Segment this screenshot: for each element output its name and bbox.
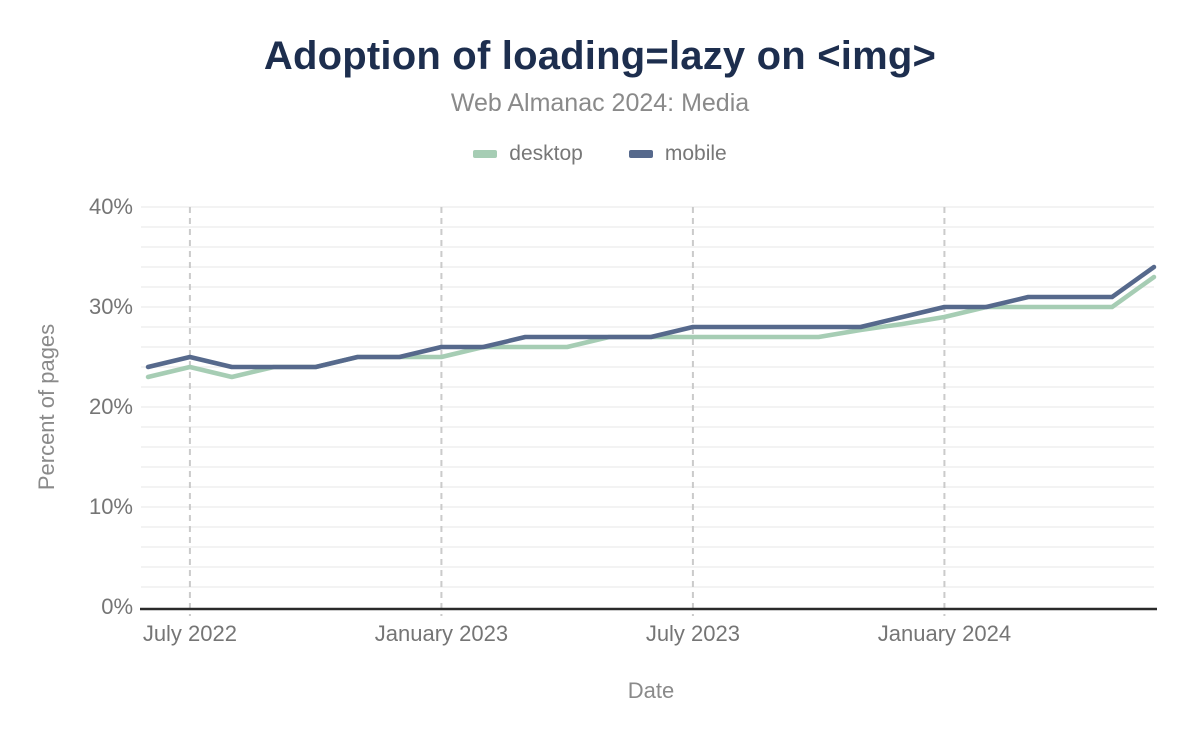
x-tick-label: January 2024 <box>878 621 1011 646</box>
legend-label-mobile: mobile <box>664 142 727 165</box>
y-tick-label: 0% <box>101 594 133 619</box>
y-tick-label: 10% <box>89 494 133 519</box>
desktop-series-swatch-icon <box>473 150 498 158</box>
y-tick-label: 30% <box>89 294 133 319</box>
y-tick-label: 20% <box>89 394 133 419</box>
chart-subtitle: Web Almanac 2024: Media <box>450 89 750 117</box>
series-line-mobile <box>145 264 1157 370</box>
y-tick-label: 40% <box>89 194 133 219</box>
legend-label-desktop: desktop <box>509 142 583 165</box>
legend-item-desktop: desktop <box>473 142 583 166</box>
legend-item-mobile: mobile <box>628 142 727 166</box>
legend: desktop mobile <box>0 142 1200 166</box>
x-tick-label: January 2023 <box>375 621 508 646</box>
x-axis-title: Date <box>627 678 675 703</box>
chart-title: Adoption of loading=lazy on <img> <box>263 34 937 78</box>
mobile-series-swatch-icon <box>628 150 653 158</box>
x-tick-label: July 2022 <box>143 621 237 646</box>
y-axis-title: Percent of pages <box>34 323 59 491</box>
x-tick-label: July 2023 <box>646 621 740 646</box>
